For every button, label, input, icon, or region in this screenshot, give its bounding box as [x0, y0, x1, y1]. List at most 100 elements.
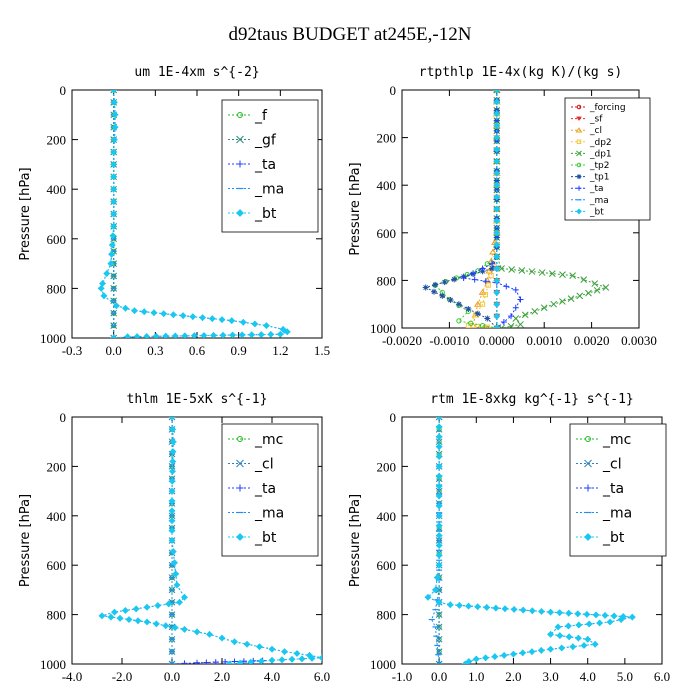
- data-point: [537, 646, 545, 654]
- x-tick-label: -4.0: [62, 669, 83, 684]
- data-point: [493, 181, 501, 189]
- x-tick-label: 6.0: [314, 669, 330, 684]
- series-line: [472, 90, 498, 328]
- data-point: [432, 586, 439, 594]
- data-point: [110, 160, 118, 168]
- x-tick-label: 0.0000: [479, 333, 515, 348]
- data-point: [447, 297, 454, 304]
- data-point: [601, 611, 609, 619]
- legend-entry: _ta: [571, 184, 604, 194]
- data-point: [556, 632, 564, 640]
- data-point: [169, 425, 177, 433]
- data-point: [165, 600, 173, 608]
- data-point: [493, 98, 501, 106]
- data-point: [435, 453, 443, 460]
- y-tick-label: 800: [377, 273, 397, 288]
- data-point: [168, 527, 176, 535]
- data-point: [238, 331, 246, 338]
- data-point: [474, 310, 481, 317]
- data-point: [554, 623, 562, 631]
- data-point: [503, 283, 510, 290]
- data-point: [484, 324, 490, 328]
- data-point: [510, 606, 518, 613]
- data-point: [473, 300, 482, 307]
- legend-entry: _ta: [228, 481, 276, 497]
- series-bt: [493, 90, 501, 328]
- data-point: [168, 537, 176, 544]
- x-tick-label: 0.0030: [621, 333, 657, 348]
- data-point: [576, 292, 584, 300]
- data-point: [424, 593, 432, 601]
- data-point: [558, 644, 566, 652]
- legend-marker: [236, 484, 244, 492]
- data-point: [479, 323, 486, 328]
- data-point: [528, 268, 536, 275]
- data-point: [498, 265, 505, 272]
- data-point: [435, 443, 443, 451]
- data-point: [168, 517, 176, 525]
- legend-marker: [576, 174, 582, 180]
- data-point: [206, 630, 213, 638]
- data-point: [435, 492, 443, 500]
- data-point: [435, 482, 443, 490]
- data-point: [574, 610, 582, 618]
- data-point: [168, 417, 176, 421]
- data-point: [512, 304, 519, 311]
- data-point: [276, 330, 284, 338]
- legend-label: _ma: [602, 506, 632, 522]
- data-point: [110, 198, 118, 206]
- data-point: [168, 477, 176, 485]
- data-point: [263, 322, 270, 330]
- data-point: [98, 612, 106, 620]
- x-tick-label: 0.0010: [526, 333, 562, 348]
- data-point: [190, 332, 198, 338]
- legend-entry: _dp2: [571, 138, 612, 148]
- series-tp2: [432, 90, 500, 328]
- series-line: [424, 90, 498, 328]
- data-point: [435, 512, 443, 520]
- x-tick-label: 1.2: [272, 343, 288, 358]
- y-tick-label: 1000: [370, 657, 396, 672]
- data-point: [435, 611, 443, 618]
- data-point: [488, 273, 494, 279]
- data-point: [222, 658, 229, 664]
- data-point: [110, 210, 118, 218]
- data-point: [439, 292, 446, 299]
- data-point: [283, 328, 291, 336]
- y-tick-label: 800: [47, 281, 67, 296]
- data-point: [528, 607, 536, 615]
- data-point: [584, 635, 592, 643]
- data-point: [251, 320, 259, 328]
- data-point: [279, 325, 287, 333]
- data-point: [493, 90, 501, 94]
- data-point: [152, 620, 160, 628]
- legend-marker: [584, 459, 592, 468]
- data-point: [489, 248, 497, 255]
- data-point: [559, 298, 566, 305]
- data-point: [465, 305, 472, 312]
- data-point: [435, 551, 443, 559]
- data-point: [231, 638, 238, 646]
- data-point: [218, 316, 226, 324]
- series-line: [461, 90, 522, 328]
- legend-label: _gf: [254, 133, 277, 149]
- data-point: [168, 487, 176, 495]
- data-point: [580, 642, 588, 649]
- x-tick-label: 0.6: [189, 343, 206, 358]
- data-point: [110, 334, 118, 338]
- data-point: [493, 157, 501, 165]
- data-point: [125, 616, 133, 623]
- data-point: [107, 260, 115, 268]
- data-point: [569, 643, 577, 651]
- legend-marker: [576, 139, 582, 145]
- data-point: [482, 292, 489, 298]
- data-point: [471, 276, 478, 283]
- data-point: [160, 310, 168, 318]
- data-point: [575, 621, 583, 629]
- data-point: [169, 467, 176, 475]
- data-point: [308, 654, 316, 662]
- legend-marker: [584, 533, 592, 541]
- data-point: [538, 269, 546, 276]
- legend-marker: [236, 209, 244, 217]
- data-point: [580, 276, 588, 283]
